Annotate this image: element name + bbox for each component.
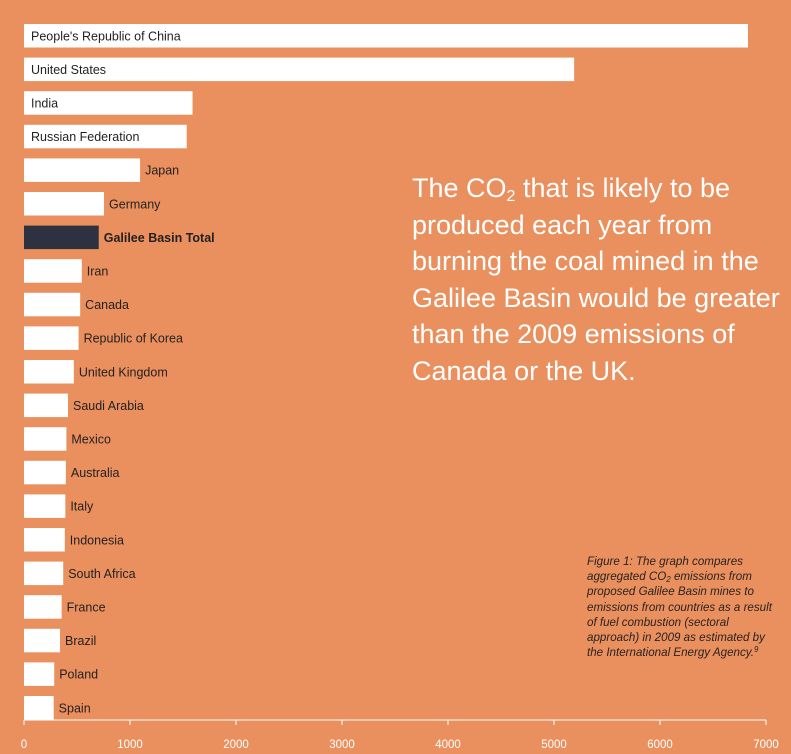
bar-label-people-s-republic-of-china: People's Republic of China xyxy=(31,29,181,43)
bar-people-s-republic-of-china xyxy=(24,24,748,48)
x-tick-label-1000: 1000 xyxy=(117,739,143,751)
bar-republic-of-korea xyxy=(24,326,79,350)
bar-label-iran: Iran xyxy=(87,264,109,278)
bar-label-germany: Germany xyxy=(109,197,161,211)
x-tick-label-2000: 2000 xyxy=(223,739,249,751)
bar-label-poland: Poland xyxy=(59,668,98,682)
bar-label-indonesia: Indonesia xyxy=(70,533,124,547)
bar-italy xyxy=(24,494,66,518)
bar-label-japan: Japan xyxy=(145,164,179,178)
headline: The CO2 that is likely to be produced ea… xyxy=(412,173,780,386)
bar-south-africa xyxy=(24,561,64,586)
bar-japan xyxy=(24,158,141,182)
x-tick-label-6000: 6000 xyxy=(647,739,673,751)
x-tick-label-0: 0 xyxy=(21,739,27,751)
bar-united-states xyxy=(24,57,575,82)
bar-label-saudi-arabia: Saudi Arabia xyxy=(73,399,144,413)
bar-india xyxy=(24,91,193,115)
bar-label-mexico: Mexico xyxy=(71,432,111,446)
bar-canada xyxy=(24,292,81,317)
bar-label-italy: Italy xyxy=(70,500,94,514)
bar-label-australia: Australia xyxy=(71,466,120,480)
bar-united-kingdom xyxy=(24,360,74,384)
bar-australia xyxy=(24,460,66,485)
bar-label-france: France xyxy=(67,600,106,614)
bar-label-galilee-basin-total: Galilee Basin Total xyxy=(104,231,215,245)
bar-iran xyxy=(24,259,82,283)
bar-label-united-states: United States xyxy=(31,63,106,77)
bar-galilee-basin-total xyxy=(24,225,99,250)
bar-spain xyxy=(24,696,54,720)
x-tick-label-4000: 4000 xyxy=(435,739,461,751)
bar-mexico xyxy=(24,427,67,451)
bar-label-spain: Spain xyxy=(59,701,91,715)
x-tick-label-5000: 5000 xyxy=(541,739,567,751)
bar-label-canada: Canada xyxy=(85,298,129,312)
bar-brazil xyxy=(24,628,61,653)
bar-label-india: India xyxy=(31,96,58,110)
bar-label-republic-of-korea: Republic of Korea xyxy=(84,332,183,346)
bar-france xyxy=(24,595,62,619)
bar-germany xyxy=(24,192,105,216)
bar-label-south-africa: South Africa xyxy=(68,567,135,581)
bar-label-united-kingdom: United Kingdom xyxy=(79,365,168,379)
figure-caption: Figure 1: The graph compares aggregated … xyxy=(587,555,772,660)
x-axis: 0 1000 2000 3000 4000 5000 6000 7000 xyxy=(21,719,779,751)
bar-indonesia xyxy=(24,528,65,552)
bar-poland xyxy=(24,662,55,686)
bars-group xyxy=(24,24,748,720)
bar-russian-federation xyxy=(24,124,187,149)
bar-label-brazil: Brazil xyxy=(65,634,96,648)
bar-saudi-arabia xyxy=(24,393,68,418)
x-tick-label-7000: 7000 xyxy=(753,739,779,751)
bar-label-russian-federation: Russian Federation xyxy=(31,130,139,144)
bar-labels-group: People's Republic of China United States I… xyxy=(31,29,215,715)
x-tick-label-3000: 3000 xyxy=(329,739,355,751)
